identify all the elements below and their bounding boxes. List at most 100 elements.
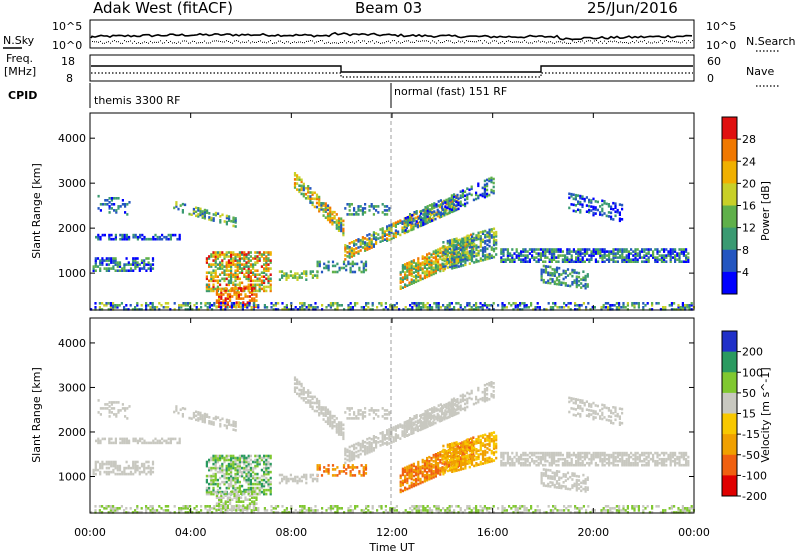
echo-cell (367, 302, 369, 305)
echo-cell (120, 409, 122, 412)
echo-cell (642, 306, 644, 309)
echo-cell (631, 302, 633, 305)
echo-cell (357, 450, 359, 453)
echo-cell (639, 250, 641, 253)
nsearch-dot (678, 42, 679, 43)
nsearch-dot (118, 41, 119, 42)
nsearch-dot (492, 41, 493, 42)
echo-cell (303, 397, 305, 400)
echo-cell (234, 263, 236, 266)
nsearch-dot (572, 40, 573, 41)
echo-cell (115, 438, 117, 441)
echo-cell (110, 471, 112, 474)
nsearch-dot (154, 42, 155, 43)
echo-cell (352, 261, 354, 264)
echo-cell (141, 234, 143, 237)
echo-cell (373, 205, 375, 208)
echo-cell (263, 275, 265, 278)
echo-cell (654, 256, 656, 259)
echo-cell (471, 239, 473, 242)
nsearch-dot (376, 41, 377, 42)
echo-cell (101, 461, 103, 464)
echo-cell (239, 271, 241, 274)
nsky-label: N.Sky (3, 34, 35, 47)
echo-cell (558, 279, 560, 282)
echo-cell (242, 301, 244, 304)
echo-cell (212, 269, 214, 272)
nsearch-dot (420, 41, 421, 42)
echo-cell (97, 438, 99, 441)
echo-cell (588, 199, 590, 202)
echo-cell (442, 416, 444, 419)
echo-cell (111, 411, 113, 414)
echo-cell (484, 384, 486, 387)
echo-cell (489, 253, 491, 256)
echo-cell (451, 209, 453, 212)
echo-cell (100, 407, 102, 410)
echo-cell (406, 274, 408, 277)
echo-cell (599, 211, 601, 214)
echo-cell (433, 214, 435, 217)
echo-cell (574, 269, 576, 272)
echo-cell (561, 306, 563, 309)
echo-cell (511, 248, 513, 251)
echo-cell (672, 248, 674, 251)
echo-cell (424, 206, 426, 209)
echo-cell (345, 265, 347, 268)
echo-cell (458, 251, 460, 254)
echo-cell (586, 204, 588, 207)
echo-cell (314, 402, 316, 405)
echo-cell (578, 304, 580, 307)
echo-cell (301, 193, 303, 196)
echo-cell (145, 302, 147, 305)
nsearch-dot (672, 40, 673, 41)
echo-cell (290, 302, 292, 305)
echo-cell (366, 238, 368, 241)
echo-cell (221, 278, 223, 281)
echo-cell (100, 209, 102, 212)
echo-cell (247, 490, 249, 493)
nsearch-dot (546, 42, 547, 43)
echo-cell (170, 438, 172, 441)
echo-cell (196, 306, 198, 309)
echo-cell (94, 306, 96, 309)
echo-cell (249, 287, 251, 290)
nsearch-dot (566, 43, 567, 44)
echo-cell (449, 256, 451, 259)
echo-cell (206, 209, 208, 212)
echo-cell (319, 261, 321, 264)
echo-cell (372, 302, 374, 305)
echo-cell (582, 256, 584, 259)
echo-cell (207, 306, 209, 309)
echo-cell (460, 201, 462, 204)
echo-cell (575, 204, 577, 207)
echo-cell (102, 234, 104, 237)
echo-cell (402, 468, 404, 471)
echo-cell (354, 263, 356, 266)
echo-cell (453, 244, 455, 247)
echo-cell (237, 284, 239, 287)
echo-cell (349, 413, 351, 416)
echo-cell (557, 254, 559, 257)
echo-cell (442, 245, 444, 248)
echo-cell (462, 408, 464, 411)
echo-cell (317, 464, 319, 467)
echo-cell (231, 498, 233, 501)
echo-cell (386, 409, 388, 412)
echo-cell (571, 269, 573, 272)
echo-cell (460, 194, 462, 197)
echo-cell (117, 401, 119, 404)
nsearch-dot (498, 43, 499, 44)
echo-cell (132, 257, 134, 260)
echo-cell (482, 230, 484, 233)
echo-cell (221, 418, 223, 421)
echo-cell (301, 397, 303, 400)
echo-cell (165, 440, 167, 443)
nsearch-dot (506, 41, 507, 42)
echo-cell (141, 438, 143, 441)
echo-cell (466, 194, 468, 197)
echo-cell (442, 202, 444, 205)
echo-cell (587, 302, 589, 305)
echo-cell (119, 465, 121, 468)
nsearch-dot (260, 40, 261, 41)
